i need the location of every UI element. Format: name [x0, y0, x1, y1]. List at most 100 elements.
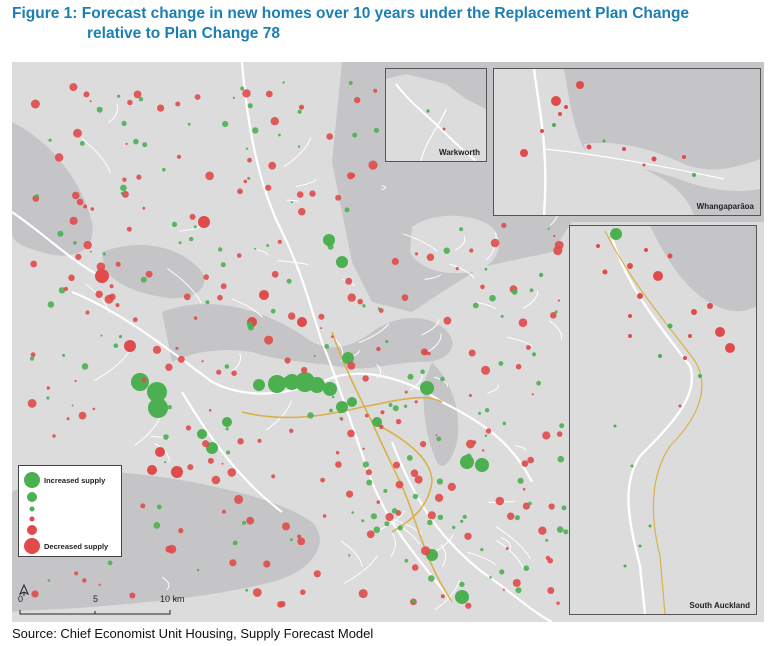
increased-supply-dot: [351, 511, 355, 514]
main-map[interactable]: Warkworth Whangaparāoa South Auckland: [12, 62, 764, 622]
increased-supply-dot: [388, 403, 393, 407]
decreased-supply-dot: [553, 245, 563, 256]
decreased-supply-dot: [553, 234, 556, 238]
increased-supply-dot: [189, 236, 194, 242]
increased-supply-dot: [148, 398, 168, 418]
decreased-supply-dot: [73, 128, 82, 138]
local-road: [495, 526, 531, 559]
decreased-supply-dot: [132, 317, 138, 323]
decreased-supply-dot: [69, 83, 78, 92]
local-road: [277, 260, 309, 266]
increased-supply-dot: [436, 478, 443, 485]
whangaparaoa-inset[interactable]: Whangaparāoa: [493, 68, 761, 216]
decreased-supply-dot: [289, 428, 294, 433]
decreased-supply-dot: [298, 207, 306, 216]
scale-label-0: 0: [18, 594, 24, 604]
decreased-supply-dot: [455, 267, 459, 271]
increased-supply-dot: [630, 464, 634, 468]
decreased-supply-dot: [627, 263, 633, 269]
decreased-supply-dot: [202, 440, 210, 448]
decreased-supply-dot: [221, 462, 224, 465]
increased-supply-dot: [71, 404, 74, 407]
decreased-supply-dot: [221, 509, 226, 514]
increased-supply-dot: [286, 278, 292, 284]
increased-supply-dot: [610, 228, 622, 240]
decreased-supply-dot: [637, 293, 643, 299]
decreased-supply-dot: [72, 191, 80, 200]
decreased-supply-dot: [651, 156, 657, 162]
warkworth-inset[interactable]: Warkworth: [385, 68, 487, 162]
decreased-supply-dot: [68, 274, 75, 282]
decreased-supply-dot: [277, 239, 282, 244]
decreased-supply-dot: [622, 147, 626, 151]
increased-supply-dot: [163, 434, 169, 440]
waitemata-harbour: [162, 303, 453, 369]
decreased-supply-dot: [300, 589, 306, 595]
local-road: [424, 273, 441, 280]
local-road: [340, 540, 363, 567]
decreased-supply-dot: [89, 100, 92, 103]
decreased-supply-dot: [550, 312, 557, 319]
decreased-supply-dot: [366, 530, 375, 539]
warkworth-dot: [426, 109, 430, 113]
decreased-supply-dot: [74, 379, 77, 383]
decreased-supply-dot: [297, 534, 302, 539]
increased-supply-dot: [370, 513, 377, 520]
increased-supply-dot: [489, 576, 492, 579]
decreased-supply-dot: [380, 410, 385, 415]
increased-supply-dot: [205, 300, 210, 305]
increased-supply-dot: [602, 139, 606, 143]
decreased-supply-dot: [270, 117, 279, 126]
decreased-supply-dot: [27, 399, 37, 408]
decreased-supply-dot: [152, 345, 162, 354]
decreased-supply-dot: [211, 475, 221, 485]
decreased-supply-dot: [481, 365, 491, 375]
increased-supply-dot: [196, 568, 200, 572]
increased-supply-dot: [81, 363, 89, 370]
decreased-supply-dot: [229, 559, 237, 567]
decreased-supply-dot: [198, 216, 210, 228]
decreased-supply-dot: [165, 363, 173, 371]
increased-supply-dot: [178, 241, 182, 245]
increased-supply-dot: [222, 120, 229, 128]
increased-supply-dot: [698, 374, 702, 378]
increased-supply-dot: [62, 353, 66, 357]
increased-supply-dot: [140, 276, 147, 283]
increased-supply-dot: [336, 401, 348, 413]
decreased-supply-dot: [136, 174, 142, 180]
decreased-supply-dot: [368, 160, 378, 170]
decreased-supply-dot: [176, 154, 182, 159]
figure-title-line-1: Figure 1: Forecast change in new homes o…: [12, 5, 690, 22]
local-road: [358, 323, 390, 344]
decreased-supply-dot: [265, 184, 272, 191]
decreased-supply-dot: [96, 262, 106, 271]
decreased-supply-dot: [83, 91, 90, 98]
decreased-supply-dot: [642, 163, 646, 167]
whangaparaoa-dots: [520, 81, 696, 177]
decreased-supply-dot: [362, 447, 365, 450]
increased-supply-dot: [242, 520, 246, 525]
decreased-supply-dot: [127, 99, 133, 106]
increased-supply-dot: [270, 308, 276, 314]
local-road: [154, 442, 170, 462]
increased-supply-dot: [623, 564, 627, 568]
decreased-supply-dot: [376, 346, 381, 352]
warkworth-road-2: [420, 108, 447, 161]
decreased-supply-dot: [691, 309, 697, 315]
decreased-supply-dot: [653, 271, 663, 281]
decreased-supply-dot: [74, 571, 79, 576]
upper-harbour: [102, 244, 205, 299]
legend-small-red-dot: [29, 516, 35, 522]
decreased-supply-dot: [427, 511, 436, 520]
increased-supply-dot: [329, 408, 333, 413]
legend-large-red-dot: [24, 538, 40, 554]
south-auckland-inset[interactable]: South Auckland: [569, 225, 757, 615]
increased-supply-dot: [252, 127, 259, 134]
decreased-supply-dot: [46, 386, 50, 390]
decreased-supply-dot: [564, 105, 568, 109]
local-road: [108, 103, 119, 124]
local-road: [522, 290, 539, 309]
warkworth-label: Warkworth: [438, 148, 480, 157]
whangaparaoa-peninsula: [584, 142, 760, 191]
increased-supply-dot: [73, 241, 77, 245]
